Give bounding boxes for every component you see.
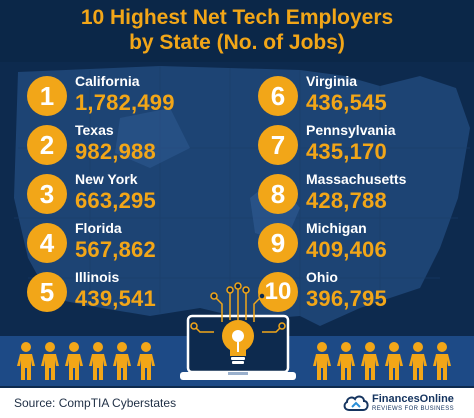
state-name: Florida (75, 220, 122, 236)
person-icon (137, 342, 155, 380)
job-count: 396,795 (306, 286, 387, 311)
title-line-2: by State (No. of Jobs) (129, 31, 345, 54)
state-name: Massachusetts (306, 171, 407, 187)
person-icon (313, 342, 331, 380)
state-row-6: 6 Virginia 436,545 (258, 73, 468, 116)
state-name: Virginia (306, 73, 358, 89)
state-row-4: 4 Florida 567,862 (27, 220, 227, 263)
brand-logo: FinancesOnline REVIEWS FOR BUSINESS (342, 392, 464, 416)
job-count: 428,788 (306, 188, 387, 213)
state-name: New York (75, 171, 138, 187)
person-icon-group-left (17, 342, 155, 380)
person-icon (41, 342, 59, 380)
state-row-1: 1 California 1,782,499 (27, 73, 227, 116)
state-name: Michigan (306, 220, 367, 236)
person-icon (385, 342, 403, 380)
person-icon (17, 342, 35, 380)
job-count: 982,988 (75, 139, 156, 164)
rank-badge: 2 (27, 125, 67, 165)
us-map-background (14, 66, 470, 326)
state-name: Pennsylvania (306, 122, 396, 138)
footer: Source: CompTIA Cyberstates FinancesOnli… (0, 388, 474, 418)
tech-illustration (180, 282, 296, 380)
person-icon (409, 342, 427, 380)
state-row-5: 5 Illinois 439,541 (27, 269, 227, 312)
rank-badge: 3 (27, 174, 67, 214)
state-row-9: 9 Michigan 409,406 (258, 220, 468, 263)
title-line-1: 10 Highest Net Tech Employers (80, 6, 394, 29)
person-icon (361, 342, 379, 380)
state-row-2: 2 Texas 982,988 (27, 122, 227, 165)
title-band (0, 0, 474, 62)
state-row-3: 3 New York 663,295 (27, 171, 227, 214)
job-count: 435,170 (306, 139, 387, 164)
circuit-icon (190, 282, 286, 333)
job-count: 409,406 (306, 237, 387, 262)
person-icon (89, 342, 107, 380)
person-icon (65, 342, 83, 380)
state-row-8: 8 Massachusetts 428,788 (258, 171, 468, 214)
job-count: 1,782,499 (75, 90, 175, 115)
rank-badge: 7 (258, 125, 298, 165)
lightbulb-icon (222, 320, 254, 364)
person-icon (433, 342, 451, 380)
rank-badge: 10 (258, 272, 298, 312)
rank-badge: 8 (258, 174, 298, 214)
state-row-10: 10 Ohio 396,795 (258, 269, 468, 312)
state-name: Texas (75, 122, 114, 138)
person-icon (113, 342, 131, 380)
state-name: California (75, 73, 140, 89)
person-icon-group-right (313, 342, 451, 380)
cloud-logo-icon (343, 395, 369, 411)
brand-name: FinancesOnline (372, 393, 454, 405)
source-text: Source: CompTIA Cyberstates (14, 396, 177, 410)
rank-badge: 6 (258, 76, 298, 116)
state-name: Illinois (75, 269, 120, 285)
rank-badge: 1 (27, 76, 67, 116)
rank-badge: 4 (27, 223, 67, 263)
job-count: 663,295 (75, 188, 156, 213)
brand-tagline: REVIEWS FOR BUSINESS (372, 406, 455, 412)
state-row-7: 7 Pennsylvania 435,170 (258, 122, 468, 165)
rank-badge: 9 (258, 223, 298, 263)
person-icon (337, 342, 355, 380)
job-count: 439,541 (75, 286, 156, 311)
job-count: 436,545 (306, 90, 387, 115)
rank-badge: 5 (27, 272, 67, 312)
state-name: Ohio (306, 269, 338, 285)
job-count: 567,862 (75, 237, 156, 262)
